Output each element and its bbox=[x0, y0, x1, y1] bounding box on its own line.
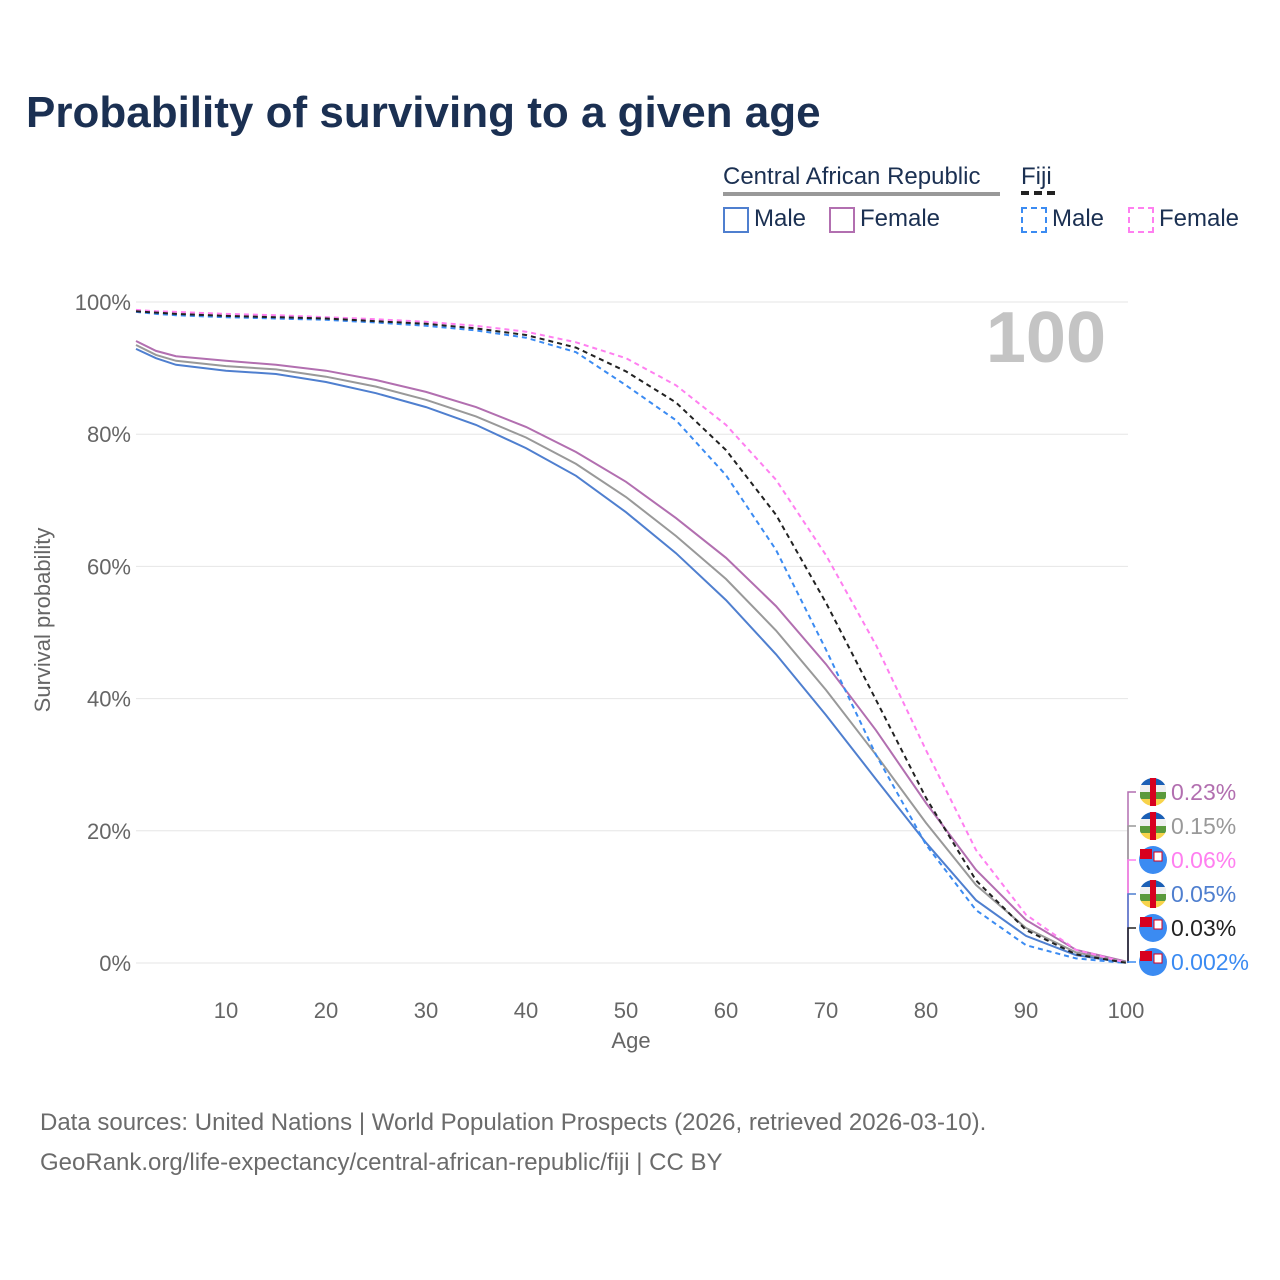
series-line bbox=[135, 308, 1127, 964]
end-value-label: 0.03% bbox=[1171, 915, 1236, 941]
legend-group-car: Central African Republic bbox=[723, 163, 981, 190]
x-tick-label: 80 bbox=[914, 998, 938, 1023]
legend-swatch-car-female bbox=[829, 207, 855, 233]
y-tick-label: 40% bbox=[87, 687, 131, 712]
y-tick-label: 60% bbox=[87, 554, 131, 579]
series-line bbox=[135, 347, 1127, 964]
y-tick-label: 100% bbox=[75, 290, 131, 315]
legend-swatch-fiji-female bbox=[1128, 207, 1154, 233]
series-line bbox=[135, 310, 1127, 964]
flag-car-icon bbox=[1150, 778, 1156, 806]
flag-car-icon bbox=[1150, 880, 1156, 908]
flag-fiji-icon bbox=[1140, 917, 1152, 927]
legend-swatch-car-male bbox=[723, 207, 749, 233]
source-line-2: GeoRank.org/life-expectancy/central-afri… bbox=[40, 1149, 723, 1176]
source-line-1: Data sources: United Nations | World Pop… bbox=[40, 1109, 987, 1136]
x-tick-label: 60 bbox=[714, 998, 738, 1023]
legend-fiji-male: Male bbox=[1052, 205, 1105, 232]
x-tick-label: 10 bbox=[214, 998, 238, 1023]
flag-fiji-icon bbox=[1140, 849, 1152, 859]
chart-title: Probability of surviving to a given age bbox=[26, 88, 821, 137]
x-axis-label: Age bbox=[611, 1028, 650, 1053]
end-value-label: 0.23% bbox=[1171, 779, 1236, 805]
series-line bbox=[135, 340, 1127, 963]
y-tick-label: 20% bbox=[87, 819, 131, 844]
y-tick-label: 0% bbox=[99, 951, 131, 976]
flag-fiji-icon bbox=[1140, 951, 1152, 961]
flag-car-icon bbox=[1150, 812, 1156, 840]
x-tick-label: 30 bbox=[414, 998, 438, 1023]
flag-fiji-icon bbox=[1153, 919, 1163, 930]
legend-fiji-line bbox=[1021, 191, 1055, 195]
legend-car-female: Female bbox=[860, 205, 941, 232]
label-connector bbox=[1127, 859, 1136, 963]
y-axis-label: Survival probability bbox=[30, 528, 55, 713]
legend-fiji-female: Female bbox=[1159, 205, 1240, 232]
end-value-label: 0.15% bbox=[1171, 813, 1236, 839]
legend-car-male: Male bbox=[754, 205, 807, 232]
x-tick-label: 90 bbox=[1014, 998, 1038, 1023]
end-value-label: 0.06% bbox=[1171, 847, 1236, 873]
age-annotation: 100 bbox=[986, 298, 1106, 378]
label-connector bbox=[1127, 927, 1136, 963]
legend-swatch-fiji-male bbox=[1021, 207, 1047, 233]
x-tick-label: 40 bbox=[514, 998, 538, 1023]
end-value-label: 0.002% bbox=[1171, 949, 1249, 975]
flag-fiji-icon bbox=[1153, 953, 1163, 964]
label-connector bbox=[1127, 791, 1136, 963]
legend-car-line bbox=[723, 192, 1000, 196]
x-tick-label: 100 bbox=[1108, 998, 1145, 1023]
x-tick-label: 50 bbox=[614, 998, 638, 1023]
x-tick-label: 70 bbox=[814, 998, 838, 1023]
flag-fiji-icon bbox=[1153, 851, 1163, 862]
end-value-label: 0.05% bbox=[1171, 881, 1236, 907]
legend-group-fiji: Fiji bbox=[1021, 163, 1052, 190]
y-tick-label: 80% bbox=[87, 422, 131, 447]
x-tick-label: 20 bbox=[314, 998, 338, 1023]
series-line bbox=[135, 310, 1127, 964]
label-connector bbox=[1127, 961, 1136, 963]
series-line bbox=[135, 344, 1127, 963]
